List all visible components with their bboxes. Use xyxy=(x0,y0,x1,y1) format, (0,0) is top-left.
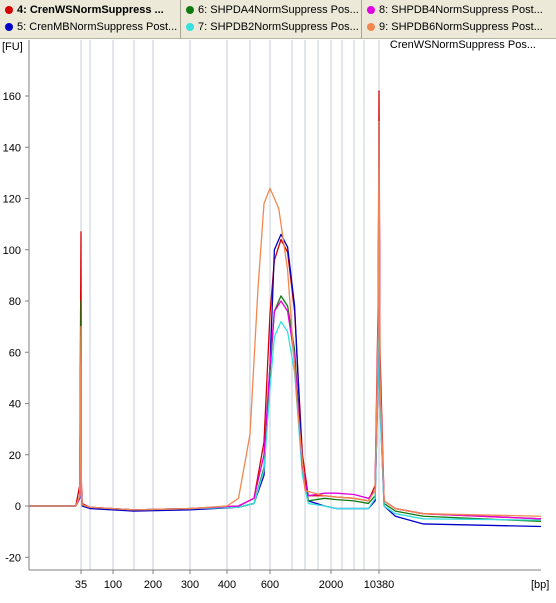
legend-item-4[interactable]: 4: CrenWSNormSuppress ... xyxy=(0,2,180,19)
legend-number: 6: xyxy=(198,4,208,16)
y-tick-label: 40 xyxy=(9,399,21,411)
x-axis-label: [bp] xyxy=(531,579,549,591)
series-line-5 xyxy=(29,120,542,528)
series-line-9 xyxy=(29,120,542,517)
legend-item-5[interactable]: 5: CrenMBNormSuppress Post... xyxy=(0,19,180,36)
legend-dot-icon xyxy=(186,6,194,14)
x-tick-label: 600 xyxy=(261,579,279,591)
series-line-6 xyxy=(29,146,542,523)
legend-number: 7: xyxy=(198,21,208,33)
legend-number: 4: xyxy=(17,4,27,16)
legend: 4: CrenWSNormSuppress ... 5: CrenMBNormS… xyxy=(0,0,556,39)
legend-separator xyxy=(180,0,181,38)
x-tick-label: 100 xyxy=(104,579,122,591)
legend-label: CrenMBNormSuppress Post... xyxy=(29,21,178,33)
series-line-4 xyxy=(29,90,542,520)
legend-dot-icon xyxy=(5,6,13,14)
x-tick-label: 35 xyxy=(75,579,87,591)
legend-label: CrenWSNormSuppress ... xyxy=(29,4,164,16)
legend-item-8[interactable]: 8: SHPDB4NormSuppress Post... xyxy=(362,2,556,19)
x-tick-label: 300 xyxy=(181,579,199,591)
series-line-8 xyxy=(29,126,542,520)
legend-dot-icon xyxy=(5,23,13,31)
legend-number: 9: xyxy=(379,21,389,33)
legend-label: SHPDB2NormSuppress Pos... xyxy=(210,21,359,33)
legend-label: SHPDB6NormSuppress Post... xyxy=(391,21,543,33)
y-tick-label: 120 xyxy=(3,194,21,206)
legend-item-9[interactable]: 9: SHPDB6NormSuppress Post... xyxy=(362,19,556,36)
legend-number: 5: xyxy=(17,21,27,33)
y-tick-label: 80 xyxy=(9,296,21,308)
sample-label: CrenWSNormSuppress Pos... xyxy=(389,39,536,51)
legend-item-6[interactable]: 6: SHPDA4NormSuppress Pos... xyxy=(181,2,361,19)
x-tick-label: 10380 xyxy=(364,579,395,591)
y-tick-label: 160 xyxy=(3,91,21,103)
y-tick-label: 140 xyxy=(3,142,21,154)
y-tick-label: -20 xyxy=(5,552,21,564)
y-tick-label: 0 xyxy=(15,501,21,513)
y-tick-label: 100 xyxy=(3,245,21,257)
legend-label: SHPDA4NormSuppress Pos... xyxy=(210,4,359,16)
y-axis-label: [FU] xyxy=(2,41,23,53)
legend-item-7[interactable]: 7: SHPDB2NormSuppress Pos... xyxy=(181,19,361,36)
legend-label: SHPDB4NormSuppress Post... xyxy=(391,4,543,16)
y-tick-label: 60 xyxy=(9,347,21,359)
legend-separator xyxy=(361,0,362,38)
legend-dot-icon xyxy=(186,23,194,31)
legend-dot-icon xyxy=(367,23,375,31)
legend-number: 8: xyxy=(379,4,389,16)
x-tick-label: 400 xyxy=(218,579,236,591)
y-tick-label: 20 xyxy=(9,450,21,462)
legend-dot-icon xyxy=(367,6,375,14)
x-tick-label: 2000 xyxy=(319,579,343,591)
x-tick-label: 200 xyxy=(144,579,162,591)
